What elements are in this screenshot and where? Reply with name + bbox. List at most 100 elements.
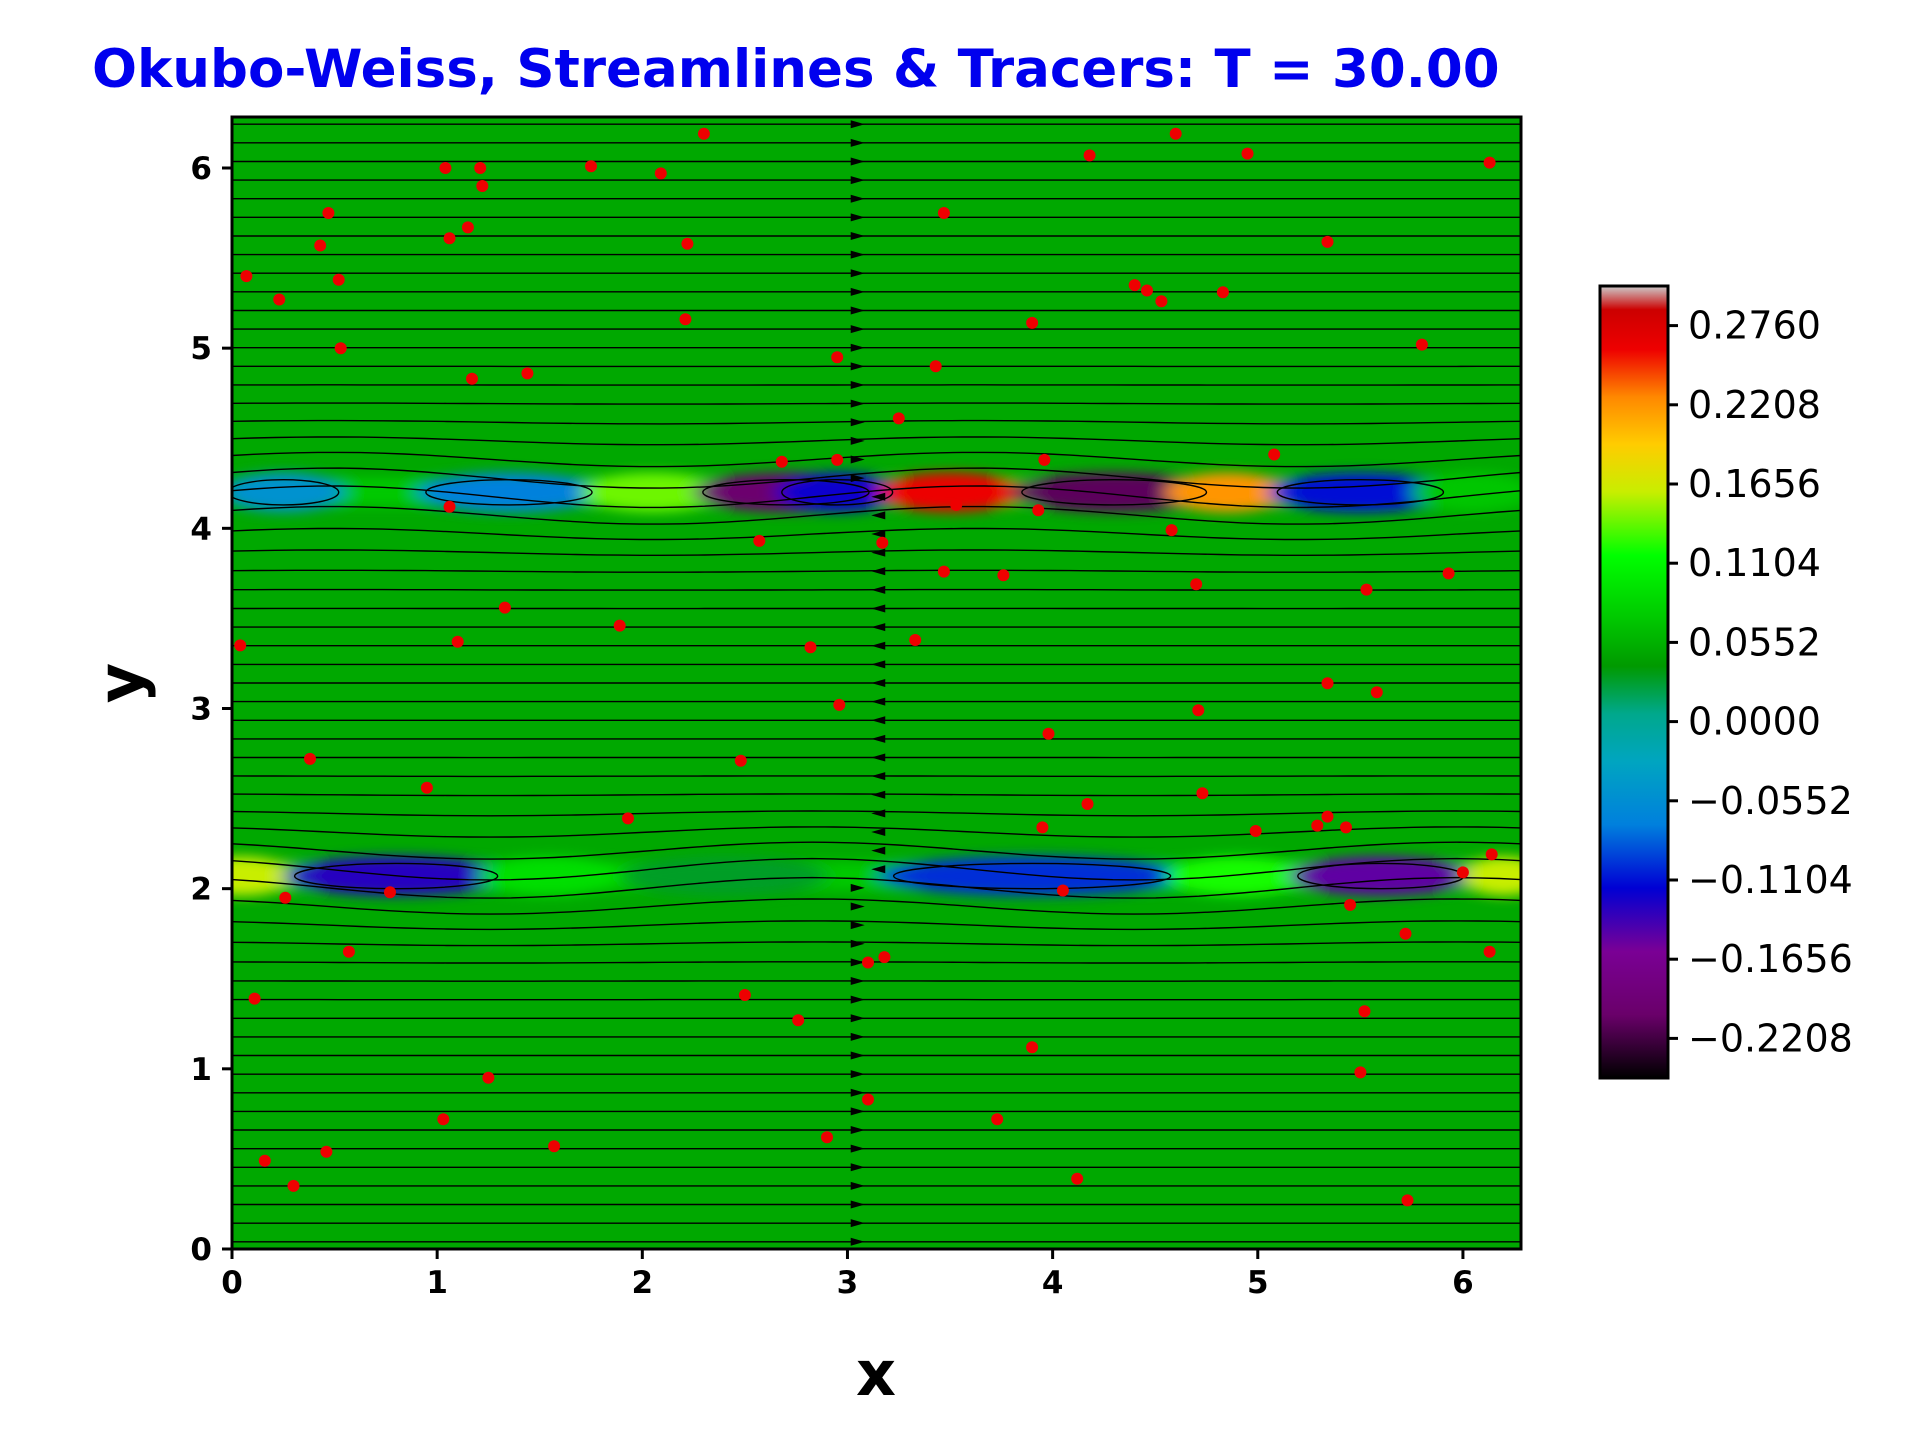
tracer-point — [240, 270, 253, 283]
tracer-point — [1360, 583, 1373, 596]
tracer-point — [443, 500, 456, 513]
colorbar: 0.2760 0.2208 0.1656 0.1104 0.0552 0.0000 −0.0… — [1598, 284, 1853, 1080]
tracer-point — [862, 1093, 874, 1106]
tracer-point — [734, 754, 747, 767]
tracer-point — [474, 162, 487, 174]
plot-area — [232, 117, 1521, 1249]
strain-region — [1165, 856, 1310, 896]
tracer-point — [1483, 945, 1496, 958]
tracer-point — [420, 781, 433, 794]
colorbar-tick-label: 0.2760 — [1688, 304, 1821, 348]
tracer-point — [332, 273, 345, 286]
streamline — [232, 876, 1521, 899]
streamline-arrow — [850, 306, 865, 315]
tracer-point — [384, 886, 396, 899]
x-tick-label: 5 — [1247, 1265, 1269, 1301]
tracer-point — [1241, 147, 1254, 160]
streamline-arrow — [850, 138, 865, 147]
tracer-point — [1340, 821, 1352, 834]
streamline-arrow — [850, 1014, 865, 1023]
strain-region — [478, 856, 622, 896]
plot-frame — [230, 115, 1523, 1251]
tracer-point — [1169, 127, 1182, 140]
streamline-arrow — [850, 1107, 865, 1116]
colorbar-tick-label: 0.0000 — [1688, 700, 1821, 744]
tracer-point — [1321, 677, 1334, 690]
vortex-streamline — [232, 478, 340, 506]
streamline — [232, 841, 1521, 860]
tracer-point — [1081, 798, 1094, 810]
tracer-point — [1071, 1172, 1084, 1185]
streamline-arrow — [850, 250, 865, 259]
streamline — [232, 527, 1521, 541]
streamline-arrow — [850, 1070, 865, 1079]
streamline-arrow — [850, 418, 865, 427]
streamline-arrow — [850, 939, 865, 948]
streamline-arrow — [850, 1088, 865, 1097]
streamline — [232, 826, 1521, 838]
streamline-arrow — [850, 1051, 865, 1060]
streamline-arrow — [850, 1237, 865, 1246]
streamline-arrow — [871, 716, 886, 725]
tracer-point — [950, 498, 963, 511]
vortex-streamline — [1021, 478, 1208, 506]
y-tick-label: 1 — [190, 1052, 212, 1088]
streamline-arrow — [850, 1219, 865, 1228]
tracer-point — [1401, 1194, 1414, 1207]
strain-region — [1411, 472, 1521, 513]
streamline-arrow — [850, 1126, 865, 1135]
y-tick-label: 6 — [190, 151, 212, 187]
tracer-point — [679, 313, 692, 326]
y-axis-ticks: 0 1 2 3 4 5 6 — [190, 151, 232, 1268]
tracer-point — [1196, 787, 1209, 800]
y-tick-label: 2 — [190, 872, 212, 908]
tracer-point — [876, 536, 889, 549]
streamline-arrow — [871, 529, 886, 538]
tracer-point — [1456, 866, 1469, 879]
x-tick-label: 0 — [221, 1265, 243, 1301]
tracer-point — [1485, 848, 1498, 861]
streamline-arrow — [871, 492, 886, 501]
colorbar-tick-label: 0.0552 — [1688, 620, 1821, 664]
tracer-point — [1155, 295, 1168, 308]
tracer-point — [482, 1071, 495, 1084]
tracer-point — [287, 1179, 300, 1192]
streamline-arrow — [871, 641, 886, 650]
streamline-arrow — [850, 1032, 865, 1041]
streamline-arrow — [850, 325, 865, 334]
streamline-arrow — [850, 902, 865, 911]
tracer-point — [476, 180, 489, 192]
tracer-point — [466, 372, 478, 385]
tracer-point — [622, 812, 634, 825]
tracer-point — [792, 1014, 805, 1027]
tracer-point — [1026, 316, 1039, 329]
tracer-point — [320, 1145, 333, 1158]
y-tick-label: 3 — [190, 691, 212, 727]
streamline-arrow — [850, 194, 865, 203]
tracer-point — [1165, 524, 1178, 537]
colorbar-tick-label: −0.2208 — [1688, 1016, 1853, 1060]
strain-region — [878, 472, 1022, 513]
streamline-arrow — [871, 865, 886, 874]
tracer-point — [1311, 819, 1324, 832]
streamline-arrow — [871, 567, 886, 576]
streamline-arrow — [871, 828, 886, 837]
tracer-point — [273, 293, 286, 306]
y-tick-label: 0 — [190, 1232, 212, 1268]
tracer-point — [804, 641, 817, 654]
streamline — [232, 941, 1521, 947]
tracer-point — [342, 945, 355, 958]
streamline-arrow — [871, 772, 886, 781]
vortex-streamline — [1276, 478, 1445, 506]
tracer-point — [1442, 567, 1455, 580]
tracer-point — [443, 232, 456, 245]
streamline-arrow — [850, 120, 865, 129]
streamline-arrow — [850, 399, 865, 408]
tracer-point — [681, 237, 694, 250]
streamline — [232, 857, 1521, 881]
streamline — [232, 920, 1521, 931]
tracer-point — [437, 1113, 450, 1126]
strain-region — [1462, 856, 1521, 896]
streamline-arrow — [850, 995, 865, 1004]
